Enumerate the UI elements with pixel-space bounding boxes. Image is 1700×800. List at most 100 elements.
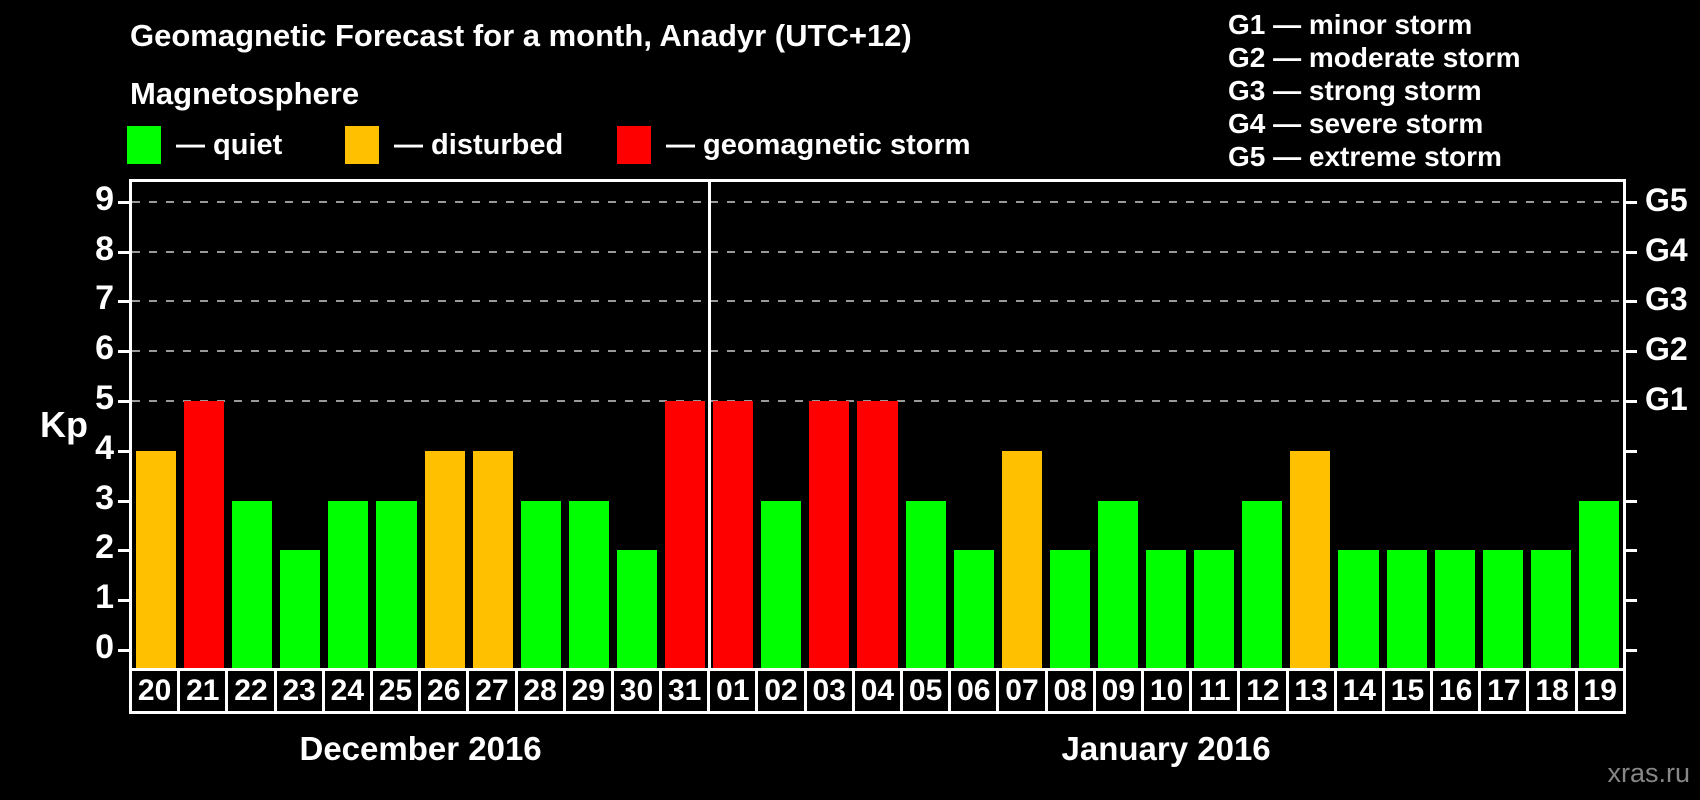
kp-axis-label-1: 1 xyxy=(95,578,114,617)
storm-color-swatch xyxy=(617,126,651,164)
kp-bar-day-17 xyxy=(1482,550,1523,668)
kp-bar-day-04 xyxy=(857,401,898,668)
kp-bar-day-15 xyxy=(1386,550,1427,668)
day-axis-label-02: 02 xyxy=(758,671,807,711)
disturbed-color-swatch xyxy=(345,126,379,164)
day-axis-label-08: 08 xyxy=(1047,671,1096,711)
day-axis-label-25: 25 xyxy=(372,671,422,711)
month-separator-line xyxy=(707,182,711,668)
day-axis-label-03: 03 xyxy=(806,671,855,711)
g2-legend-line: G2 — moderate storm xyxy=(1228,42,1521,73)
kp-bar-day-06 xyxy=(953,550,994,668)
day-axis-label-28: 28 xyxy=(517,671,566,711)
day-axis-label-22: 22 xyxy=(228,671,277,711)
kp-bar-day-30 xyxy=(616,550,658,668)
day-axis-label-16: 16 xyxy=(1433,671,1482,711)
kp-axis-label-7: 7 xyxy=(95,279,114,318)
kp-axis-label-2: 2 xyxy=(95,528,114,567)
day-axis-label-04: 04 xyxy=(854,671,903,711)
g1-legend-line: G1 — minor storm xyxy=(1228,9,1473,40)
day-axis-label-30: 30 xyxy=(613,671,663,711)
day-axis-label-01: 01 xyxy=(710,671,759,711)
kp-bar-day-29 xyxy=(568,500,609,668)
kp-axis-label-0: 0 xyxy=(95,628,114,666)
day-axis-label-19: 19 xyxy=(1577,671,1623,711)
day-axis-label-12: 12 xyxy=(1240,671,1289,711)
kp-bar-day-31 xyxy=(665,401,706,668)
kp-bar-day-26 xyxy=(424,450,465,668)
day-axis-label-05: 05 xyxy=(903,671,952,711)
kp-bar-day-23 xyxy=(280,550,321,668)
kp-bar-day-22 xyxy=(232,500,273,668)
gridline-kp7 xyxy=(132,300,1623,303)
legend-label-disturbed: — disturbed xyxy=(394,129,564,161)
gridline-kp8 xyxy=(132,250,1623,253)
kp-bar-day-18 xyxy=(1530,550,1571,668)
kp-bar-day-13 xyxy=(1290,450,1331,668)
kp-bar-day-25 xyxy=(376,500,417,668)
kp-bar-day-14 xyxy=(1338,550,1379,668)
day-axis-label-29: 29 xyxy=(565,671,614,711)
kp-bar-day-12 xyxy=(1242,500,1283,668)
kp-bar-day-02 xyxy=(761,500,802,668)
kp-bar-day-21 xyxy=(184,401,225,668)
day-axis-label-20: 20 xyxy=(132,671,181,711)
day-axis-label-15: 15 xyxy=(1384,671,1434,711)
gridline-kp6 xyxy=(132,350,1623,353)
kp-axis-label-9: 9 xyxy=(95,179,114,218)
day-axis-label-26: 26 xyxy=(421,671,470,711)
page-title: Geomagnetic Forecast for a month, Anadyr… xyxy=(130,18,912,53)
day-axis-label-23: 23 xyxy=(276,671,325,711)
kp-bar-day-05 xyxy=(905,500,946,668)
plot-area xyxy=(129,179,1626,668)
day-axis-label-24: 24 xyxy=(324,671,373,711)
day-axis-label-21: 21 xyxy=(180,671,229,711)
kp-bar-day-10 xyxy=(1146,550,1187,668)
day-axis-label-17: 17 xyxy=(1481,671,1530,711)
day-axis-label-18: 18 xyxy=(1529,671,1578,711)
kp-bar-day-01 xyxy=(713,401,754,668)
day-axis-label-09: 09 xyxy=(1095,671,1144,711)
g-scale-legend: G1 — minor storm G2 — moderate storm G3 … xyxy=(1228,8,1521,173)
g-axis-label-g1: G1 xyxy=(1645,381,1688,417)
month-label-december: December 2016 xyxy=(299,730,542,767)
legend-label-quiet: — quiet xyxy=(176,129,283,161)
kp-bar-day-28 xyxy=(520,500,561,668)
day-axis-label-10: 10 xyxy=(1143,671,1193,711)
legend-label-storm: — geomagnetic storm xyxy=(666,129,971,161)
day-axis-label-27: 27 xyxy=(469,671,518,711)
kp-bar-day-16 xyxy=(1434,550,1475,668)
kp-bar-day-27 xyxy=(472,450,513,668)
kp-bar-day-09 xyxy=(1097,500,1139,668)
kp-axis-label-8: 8 xyxy=(95,229,114,268)
kp-bar-day-11 xyxy=(1194,550,1235,668)
quiet-color-swatch xyxy=(127,126,161,164)
kp-bar-day-19 xyxy=(1578,500,1619,668)
day-axis-label-06: 06 xyxy=(951,671,1000,711)
kp-bar-day-03 xyxy=(809,401,850,668)
watermark: xras.ru xyxy=(1607,758,1690,788)
gridline-kp9 xyxy=(132,200,1623,203)
day-axis-label-31: 31 xyxy=(662,671,711,711)
day-axis-label-07: 07 xyxy=(999,671,1048,711)
g-axis-label-g3: G3 xyxy=(1645,281,1688,318)
month-label-january: January 2016 xyxy=(1061,730,1271,767)
kp-axis-label-6: 6 xyxy=(95,329,114,368)
g-axis-label-g2: G2 xyxy=(1645,331,1688,368)
g-axis-label-g5: G5 xyxy=(1645,181,1688,218)
magnetosphere-label: Magnetosphere xyxy=(130,76,360,111)
day-axis-row: 20 21 22 23 24 25 26 27 28 29 30 31 01 02 03 04 05 06 07 08… xyxy=(129,668,1626,714)
kp-bar-day-24 xyxy=(328,500,369,668)
day-axis-label-13: 13 xyxy=(1288,671,1337,711)
day-axis-label-11: 11 xyxy=(1192,671,1241,711)
y-axis-title: Kp xyxy=(40,404,88,445)
g-axis-label-g4: G4 xyxy=(1645,231,1688,268)
g3-legend-line: G3 — strong storm xyxy=(1228,75,1482,106)
kp-bar-day-20 xyxy=(136,450,177,668)
kp-bar-day-08 xyxy=(1049,550,1090,668)
kp-bar-day-07 xyxy=(1001,450,1042,668)
kp-axis-label-3: 3 xyxy=(95,478,114,517)
g5-legend-line: G5 — extreme storm xyxy=(1228,141,1502,172)
g4-legend-line: G4 — severe storm xyxy=(1228,108,1484,139)
